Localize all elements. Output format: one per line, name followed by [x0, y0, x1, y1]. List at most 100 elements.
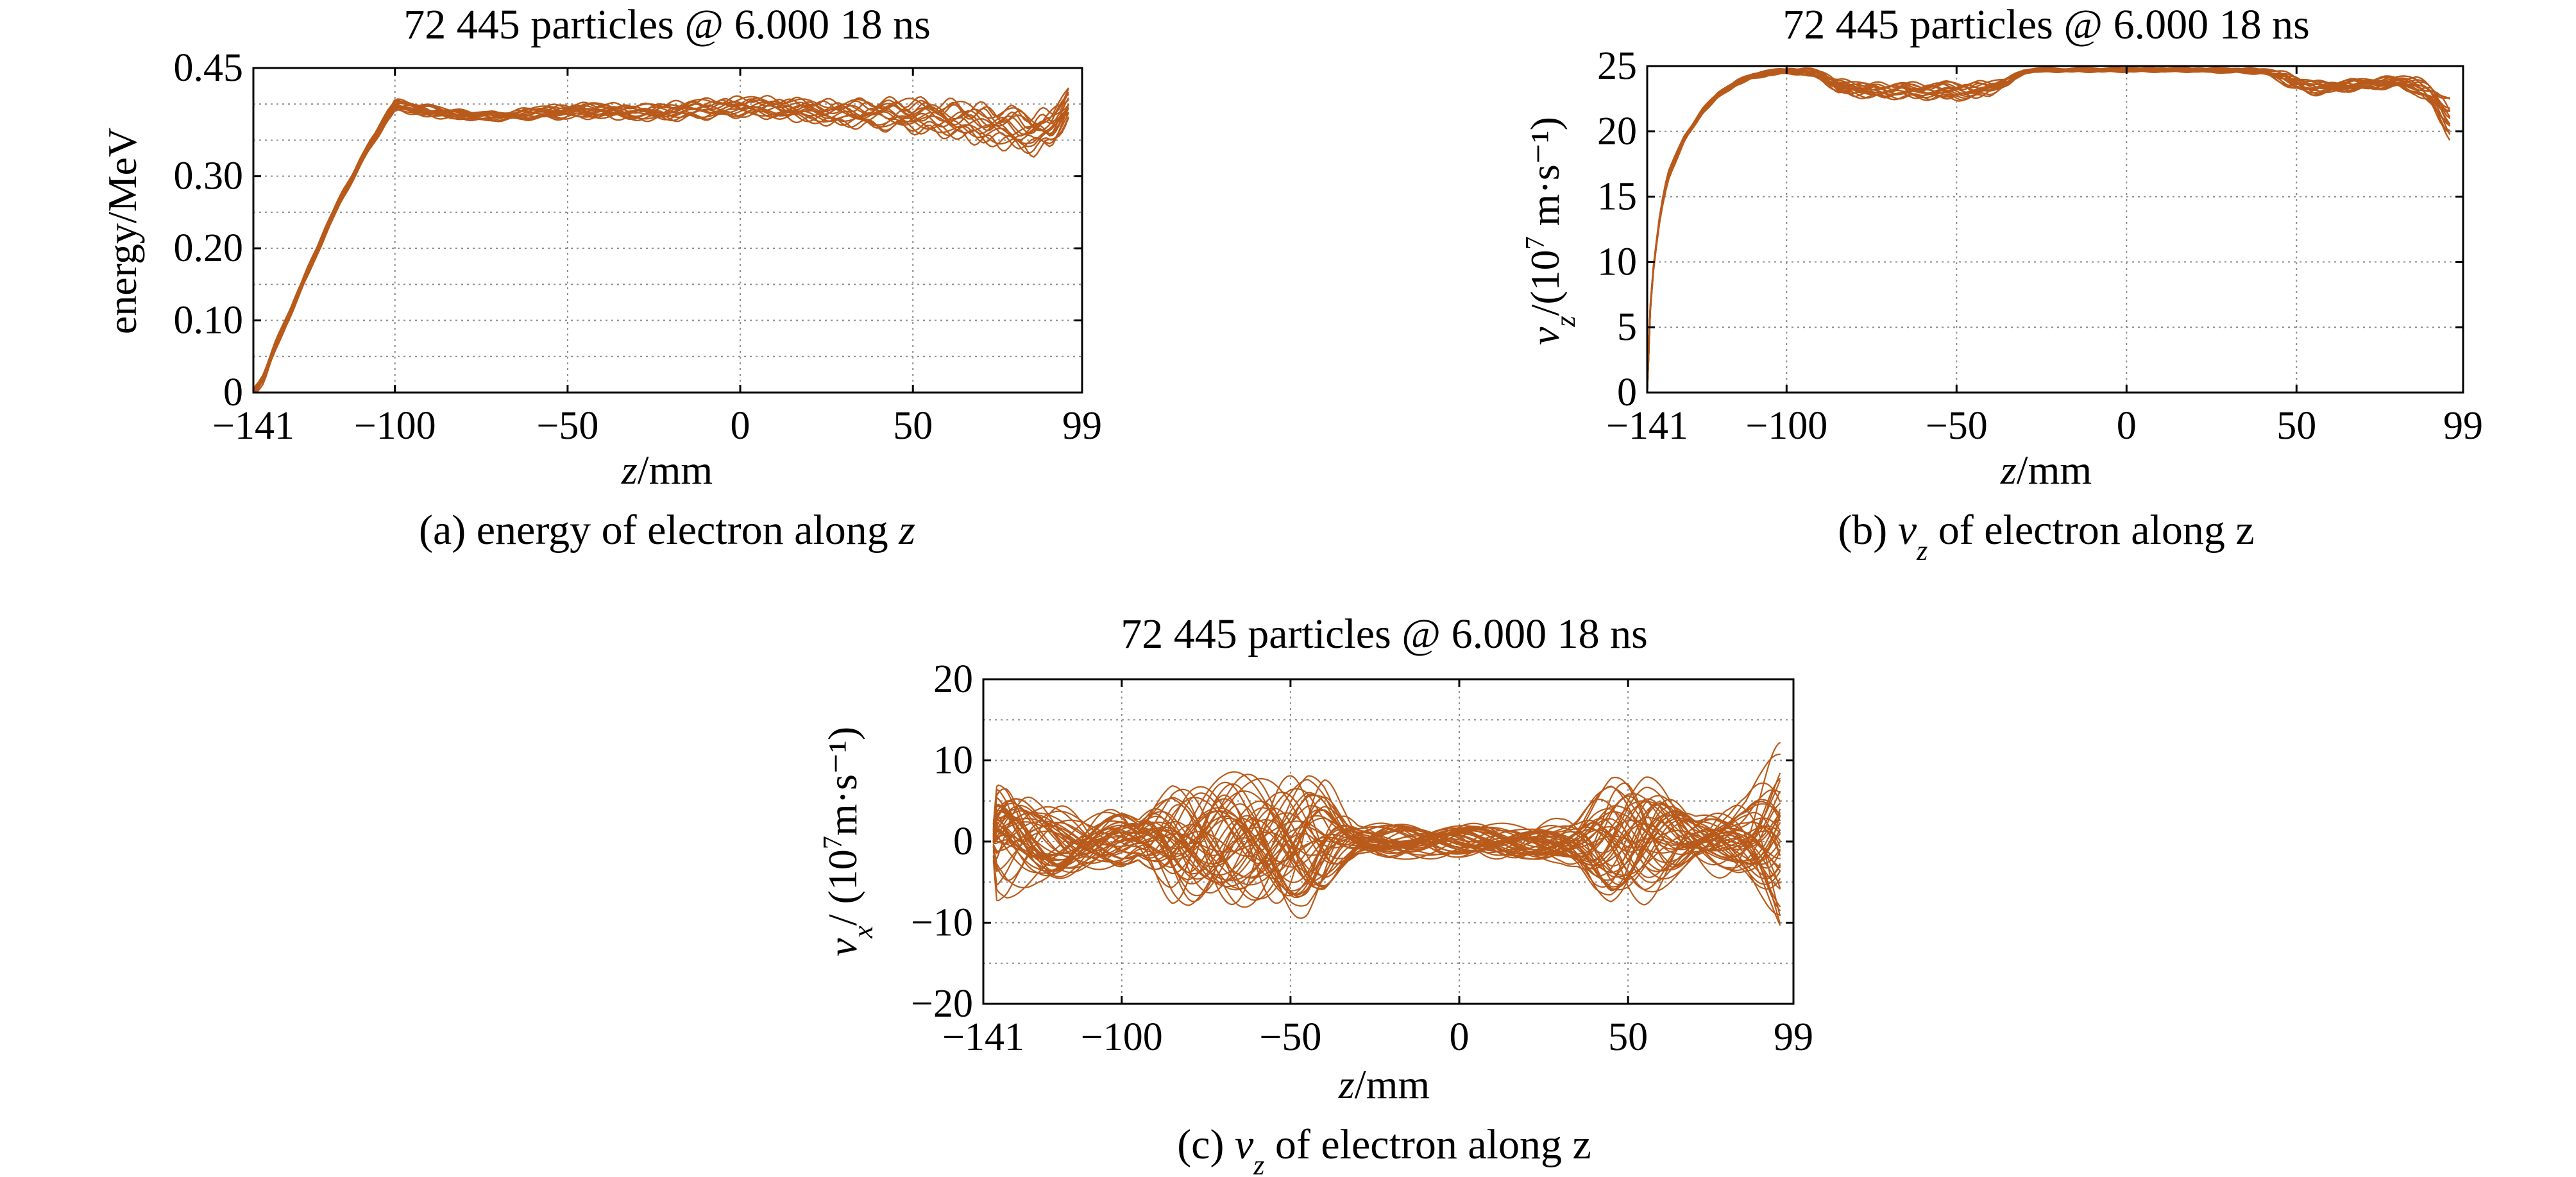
chart-a-ticks [252, 67, 1083, 394]
chart-a-y-tick-label: 0.20 [174, 226, 244, 270]
chart-b-trajectory [1647, 68, 2450, 392]
chart-b-trajectory [1647, 68, 2450, 393]
chart-c-x-tick-label: −50 [1259, 1015, 1321, 1059]
chart-a-trajectory [253, 106, 1069, 393]
chart-a-frame [252, 67, 1083, 394]
chart-c-trajectory [992, 741, 1781, 904]
chart-c-trajectory [992, 800, 1781, 865]
chart-c-trajectory [992, 817, 1781, 896]
chart-b-trajectory [1647, 69, 2450, 393]
chart-b-ticks [1646, 65, 2464, 394]
chart-a-trajectory [253, 89, 1069, 390]
chart-b-x-tick-label: 0 [2117, 404, 2137, 448]
chart-c-x-tick-label: −141 [942, 1015, 1024, 1059]
chart-c-y-tick-label: 20 [933, 657, 973, 701]
chart-b-y-tick-label: 15 [1597, 175, 1637, 219]
chart-a-grid [253, 68, 1082, 393]
chart-b-trajectory [1647, 67, 2450, 392]
chart-c-trajectory [992, 800, 1781, 897]
chart-c-trajectory [992, 815, 1781, 897]
chart-c-y-tick-label: −20 [911, 982, 973, 1026]
chart-a-x-tick-label: 50 [893, 404, 933, 448]
chart-a-trajectory [253, 108, 1069, 393]
chart-a-trajectory [253, 105, 1069, 393]
chart-c-caption: (c) vz of electron along z [1177, 1121, 1591, 1177]
chart-c-y-tick-label: 0 [953, 820, 973, 863]
chart-a-y-tick-label: 0.30 [174, 155, 244, 198]
chart-a-x-tick-label: −100 [354, 404, 436, 448]
chart-c-ticks [982, 678, 1795, 1005]
chart-b-trajectory [1647, 70, 2450, 393]
chart-a-title: 72 445 particles @ 6.000 18 ns [403, 1, 931, 48]
chart-c-title: 72 445 particles @ 6.000 18 ns [1121, 611, 1648, 657]
chart-c-trajectory [992, 772, 1781, 894]
chart-c-trajectory [992, 784, 1781, 888]
chart-b-trajectory [1647, 67, 2450, 391]
chart-a-tick-labels: −141 −100 −50 0 50 99 0 0.10 0.20 0.30 0.45 [174, 46, 1103, 448]
panel-b: 72 445 particles @ 6.000 18 ns −141 −100−… [1521, 1, 2483, 566]
chart-b-x-tick-label: 99 [2443, 404, 2483, 448]
chart-a-traces [253, 87, 1069, 393]
chart-c-trajectory [992, 790, 1781, 885]
chart-a-trajectory [253, 106, 1069, 393]
chart-c-trajectory [992, 776, 1781, 906]
chart-b-trajectory [1647, 67, 2450, 392]
chart-b-x-tick-label: −50 [1926, 404, 1988, 448]
chart-a-trajectory [253, 87, 1069, 392]
chart-b-trajectory [1647, 67, 2450, 389]
chart-c-y-tick-label: 10 [933, 739, 973, 783]
chart-b-y-tick-label: 0 [1617, 371, 1637, 414]
chart-b-trajectory [1647, 67, 2450, 392]
chart-c-trajectory [992, 786, 1781, 888]
chart-b-title: 72 445 particles @ 6.000 18 ns [1783, 1, 2310, 48]
chart-a-y-tick-label: 0.10 [174, 299, 244, 343]
chart-b-x-tick-label: 50 [2276, 404, 2316, 448]
chart-b-y-tick-label: 10 [1597, 240, 1637, 284]
chart-b-traces [1647, 67, 2450, 393]
chart-a-trajectory [253, 100, 1069, 391]
chart-a-trajectory [253, 97, 1069, 393]
chart-c-x-tick-label: 99 [1774, 1015, 1813, 1059]
chart-b-trajectory [1647, 68, 2450, 393]
chart-c-x-axis-label: z/mm [1338, 1062, 1430, 1107]
chart-b-y-tick-label: 20 [1597, 110, 1637, 153]
chart-c-traces [992, 741, 1781, 926]
chart-b-trajectory [1647, 69, 2450, 393]
chart-a-y-axis-label: energy/MeV [99, 128, 145, 334]
chart-a-y-tick-label: 0 [223, 371, 243, 414]
chart-a-x-tick-label: 99 [1062, 404, 1102, 448]
chart-c-trajectory [992, 780, 1781, 879]
chart-b-y-tick-label: 25 [1597, 44, 1637, 88]
chart-c-x-tick-label: 0 [1450, 1015, 1470, 1059]
chart-a-x-tick-label: −50 [536, 404, 598, 448]
chart-b-y-tick-label: 5 [1617, 305, 1637, 349]
chart-b-trajectory [1647, 69, 2450, 393]
chart-c-y-axis-label: vx/ (107m·s⁻¹) [818, 727, 879, 956]
panel-c: 72 445 particles @ 6.000 18 ns −141 −100 −… [818, 611, 1813, 1177]
chart-b-x-tick-label: −100 [1745, 404, 1827, 448]
chart-c-x-tick-label: −100 [1081, 1015, 1163, 1059]
chart-a-trajectory [253, 103, 1069, 393]
chart-c-trajectory [992, 810, 1781, 891]
chart-b-trajectory [1647, 69, 2450, 393]
chart-a-x-tick-label: −141 [212, 404, 294, 448]
chart-a-x-axis-label: z/mm [621, 447, 713, 493]
chart-c-trajectory [992, 788, 1781, 901]
chart-a-y-tick-label: 0.45 [174, 46, 244, 90]
chart-c-trajectory [992, 795, 1781, 887]
chart-c-x-tick-label: 50 [1608, 1015, 1648, 1059]
chart-b-x-axis-label: z/mm [2000, 447, 2092, 493]
chart-b-y-axis-label: vz/(107 m·s⁻¹) [1521, 117, 1581, 345]
chart-a-x-tick-label: 0 [731, 404, 750, 448]
chart-b-trajectory [1647, 70, 2450, 393]
chart-b-frame [1646, 65, 2464, 394]
chart-a-trajectory [255, 108, 1069, 393]
chart-b-tick-labels: −141 −100 −50 0 50 99 0 5 10 15 20 25 [1597, 44, 2483, 448]
chart-a-trajectory [253, 101, 1069, 393]
chart-b-trajectory [1647, 69, 2450, 393]
chart-b-x-tick-label: −141 [1606, 404, 1688, 448]
chart-a-trajectory [255, 108, 1069, 393]
chart-b-caption: (b) vz of electron along z [1838, 507, 2254, 566]
